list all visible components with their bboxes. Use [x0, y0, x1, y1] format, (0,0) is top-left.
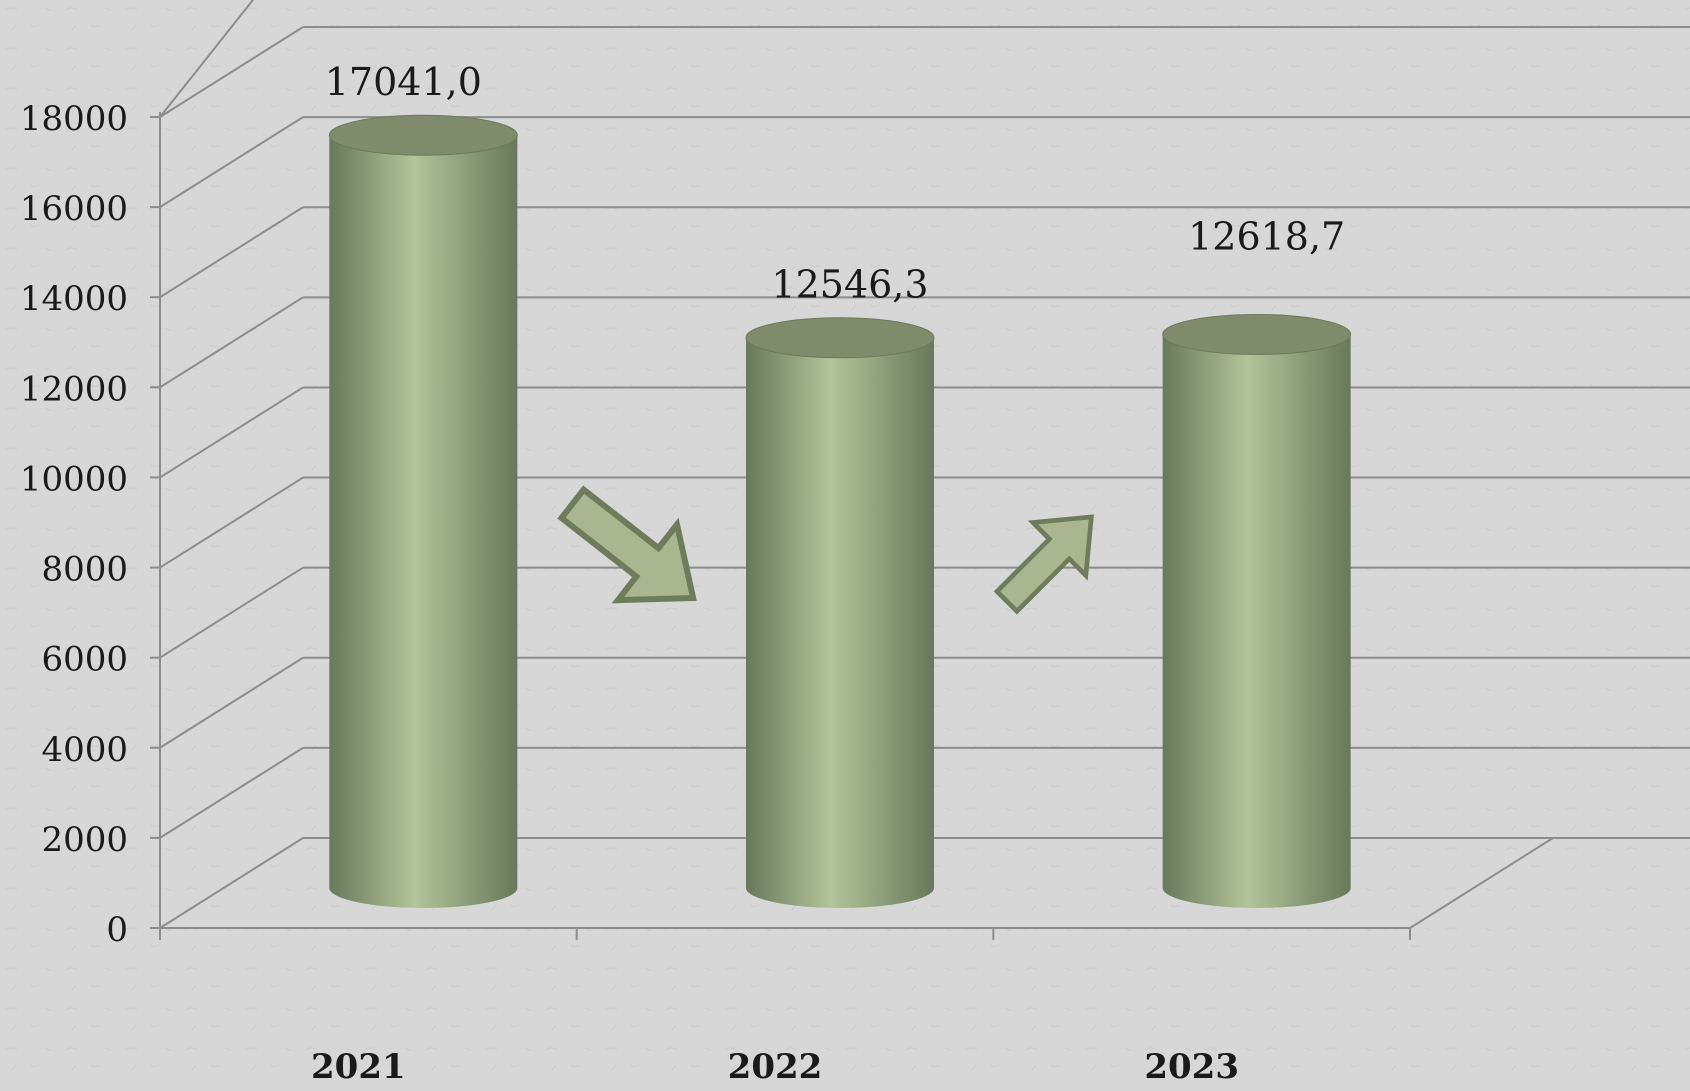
y-tick-label: 10000 [20, 459, 128, 499]
data-label: 17041,0 [325, 60, 482, 104]
bar [745, 317, 935, 908]
gridline-diagonal [159, 0, 255, 118]
floor-edge [1409, 837, 1554, 929]
y-tick-label: 18000 [20, 99, 128, 139]
x-tick-label: 2022 [728, 1047, 823, 1087]
gridline-diagonal [159, 116, 304, 208]
x-tick-label: 2023 [1144, 1047, 1239, 1087]
labels: 0 2000 4000 6000 8000 10000 12000 14000 16000 180… [20, 60, 1345, 1087]
gridline-diagonal [159, 386, 304, 479]
arrow-down-icon [557, 485, 697, 604]
y-tick-label: 14000 [20, 279, 128, 319]
y-tick-label: 12000 [20, 369, 128, 409]
bars [328, 114, 1352, 908]
gridline-diagonal [159, 476, 304, 569]
y-tick-label: 0 [106, 910, 128, 950]
y-tick-label: 8000 [41, 550, 128, 590]
y-tick-label: 2000 [41, 820, 128, 860]
bar-body [746, 337, 934, 908]
grid [159, 0, 1690, 929]
bar [1162, 313, 1352, 908]
gridline-diagonal [159, 566, 304, 659]
y-tick-label: 6000 [41, 640, 128, 680]
bar-body [1162, 334, 1351, 908]
gridline-diagonal [159, 296, 304, 389]
data-label: 12546,3 [771, 263, 928, 307]
trend-arrows [557, 485, 1094, 615]
data-label: 12618,7 [1188, 214, 1345, 258]
gridline-diagonal [159, 656, 304, 749]
y-tick-label: 4000 [41, 730, 128, 770]
bar-top [328, 114, 518, 156]
gridline-diagonal [159, 837, 304, 929]
bar-top [745, 317, 935, 359]
bar-body [329, 135, 518, 908]
bar [328, 114, 518, 908]
x-tick-label: 2021 [311, 1047, 406, 1087]
gridline-diagonal [159, 26, 304, 118]
gridline-diagonal [159, 206, 304, 299]
gridline-diagonal [159, 747, 304, 839]
arrow-up-icon [993, 514, 1094, 615]
y-tick-label: 16000 [20, 189, 128, 229]
bar-top [1162, 313, 1352, 355]
